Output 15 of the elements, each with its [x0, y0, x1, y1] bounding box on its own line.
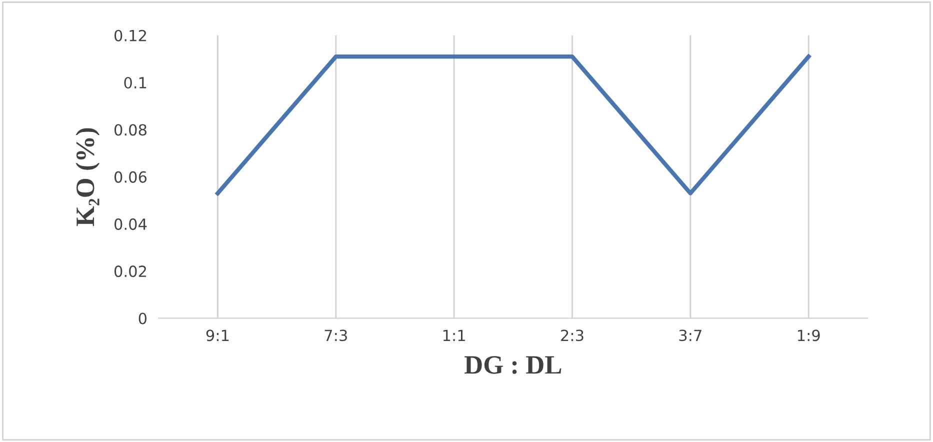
y-tick-label: 0 [138, 312, 146, 324]
y-tick-label: 0.1 [124, 76, 146, 89]
y-axis-title: K₂O (%) [76, 128, 100, 226]
x-tick-label: 1:9 [798, 330, 820, 342]
x-tick-label: 1:1 [443, 330, 465, 341]
y-tick-label: 0.12 [114, 30, 146, 42]
x-axis-title: DG : DL [464, 356, 562, 374]
x-tick-label: 7:3 [324, 330, 347, 342]
x-tick-label: 9:1 [206, 330, 229, 342]
y-tick-label: 0.08 [114, 124, 146, 136]
x-tick-label: 2:3 [561, 330, 584, 342]
y-tick-label: 0.04 [114, 218, 147, 230]
x-tick-label: 3:7 [679, 330, 702, 342]
y-tick-label: 0.02 [114, 266, 146, 278]
y-tick-label: 0.06 [114, 171, 147, 183]
